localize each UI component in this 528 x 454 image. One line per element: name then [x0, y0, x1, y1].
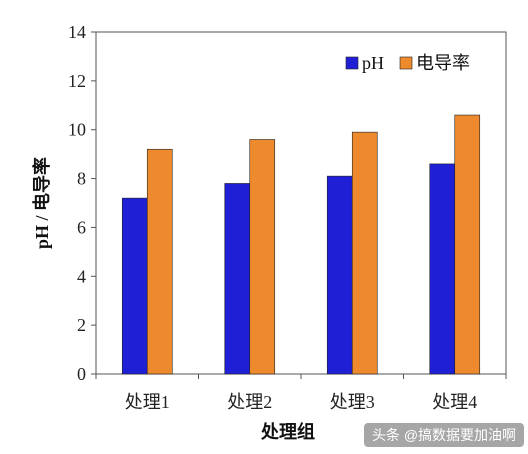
y-axis-ticks: 0 2 4 6 8 10 12 14: [68, 22, 96, 384]
y-tick-label: 8: [77, 169, 86, 189]
y-tick-label: 14: [68, 22, 86, 42]
bar-conductivity: [351, 131, 378, 375]
y-tick-label: 4: [77, 266, 86, 286]
x-tick-label: 处理1: [125, 392, 170, 412]
watermark-backdrop: [364, 423, 524, 447]
x-axis-ticks: 处理1 处理2 处理3 处理4: [95, 374, 507, 412]
x-axis-title: 处理组: [260, 421, 315, 442]
bar-conductivity: [146, 148, 173, 375]
y-tick-label: 10: [68, 120, 86, 140]
x-tick-label: 处理4: [432, 392, 477, 412]
bar-ph: [224, 183, 251, 375]
y-axis-title: pH / 电导率: [31, 157, 52, 249]
watermark: 头条 @搞数据要加油啊: [364, 423, 524, 447]
y-tick-label: 12: [68, 71, 86, 91]
bar-ph: [429, 163, 456, 375]
bars: [121, 114, 481, 375]
legend-label-ph: pH: [362, 53, 384, 73]
bar-ph: [121, 197, 148, 375]
legend-label-conductivity: 电导率: [416, 53, 470, 73]
y-tick-label: 2: [77, 315, 86, 335]
bar-conductivity: [249, 139, 276, 375]
y-tick-label: 6: [77, 217, 86, 237]
legend: pH 电导率: [345, 53, 470, 73]
watermark-text: 头条 @搞数据要加油啊: [372, 427, 516, 443]
legend-swatch-conductivity: [399, 56, 413, 70]
x-tick-label: 处理2: [227, 392, 272, 412]
y-tick-label: 0: [77, 364, 86, 384]
legend-swatch-ph: [345, 56, 359, 70]
x-tick-label: 处理3: [330, 392, 375, 412]
bar-conductivity: [454, 114, 481, 375]
bar-ph: [326, 175, 353, 375]
